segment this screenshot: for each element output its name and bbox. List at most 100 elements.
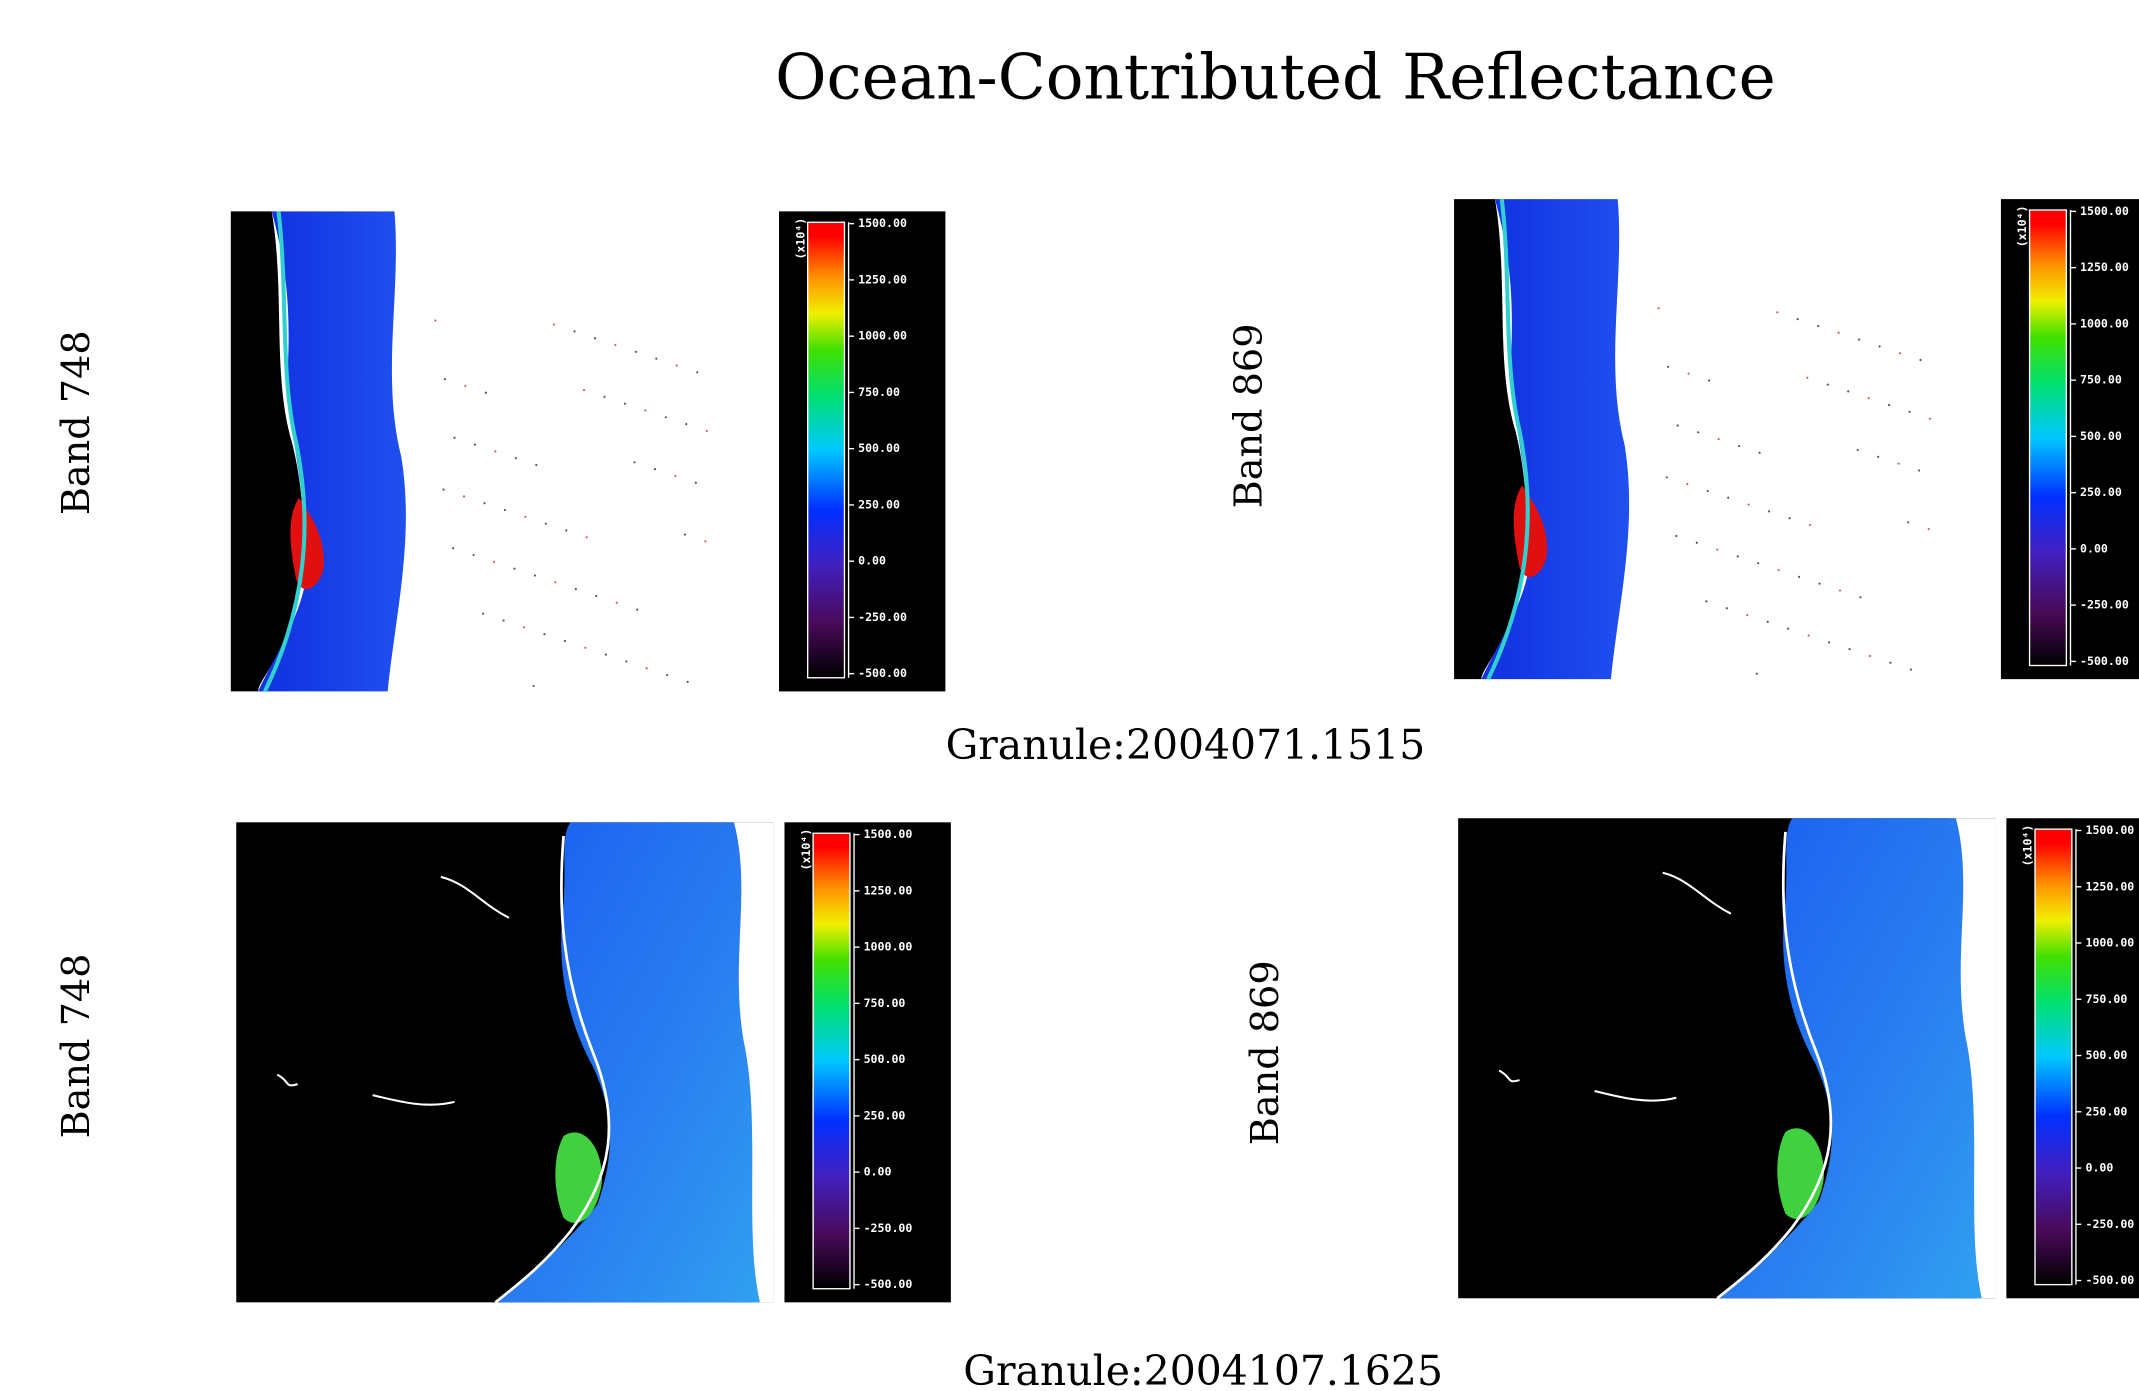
speckle xyxy=(687,681,689,683)
speckle xyxy=(676,364,678,366)
panel-label: Band 748 xyxy=(55,330,99,515)
speckle xyxy=(655,358,657,360)
speckle xyxy=(1675,535,1677,537)
colorbar-tick-label: 0.00 xyxy=(2080,541,2108,555)
speckle xyxy=(674,475,676,477)
speckle xyxy=(1757,562,1759,564)
speckle xyxy=(1838,332,1840,334)
speckle xyxy=(1666,476,1668,478)
speckle xyxy=(1707,490,1709,492)
speckle xyxy=(1767,621,1769,623)
colorbar-tick-label: 0.00 xyxy=(864,1165,892,1179)
speckle xyxy=(545,523,547,525)
speckle xyxy=(513,568,515,570)
colorbar-tick-label: -500.00 xyxy=(858,666,907,680)
speckle xyxy=(1756,673,1758,675)
speckle xyxy=(1758,452,1760,454)
speckle xyxy=(573,330,575,332)
speckle xyxy=(1919,359,1921,361)
speckle xyxy=(1686,483,1688,485)
speckle xyxy=(575,588,577,590)
speckle xyxy=(1737,555,1739,557)
speckle xyxy=(624,403,626,405)
panel-label: Band 748 xyxy=(55,954,99,1139)
speckle xyxy=(1929,418,1931,420)
colorbar-tick-label: 1000.00 xyxy=(2085,936,2134,950)
speckle xyxy=(1818,583,1820,585)
speckle xyxy=(1857,449,1859,451)
speckle xyxy=(543,633,545,635)
colorbar-tick-label: 250.00 xyxy=(2085,1104,2127,1118)
panel: Band 748(x10⁴)1500.001250.001000.00750.0… xyxy=(55,211,945,691)
granule-caption: Granule:2004071.1515 xyxy=(946,721,1426,769)
colorbar-tick-label: -500.00 xyxy=(2080,654,2129,668)
speckle xyxy=(1776,311,1778,313)
speckle xyxy=(636,608,638,610)
colorbar-unit: (x10⁴) xyxy=(2015,205,2029,247)
speckle xyxy=(1869,655,1871,657)
granule-caption: Granule:2004107.1625 xyxy=(963,1347,1443,1391)
speckle xyxy=(564,640,566,642)
speckle xyxy=(696,371,698,373)
speckle xyxy=(1798,576,1800,578)
speckle xyxy=(1899,352,1901,354)
speckle xyxy=(523,626,525,628)
speckle xyxy=(1858,338,1860,340)
speckle xyxy=(684,533,686,535)
speckle xyxy=(502,619,504,621)
speckle xyxy=(633,461,635,463)
speckle xyxy=(1748,503,1750,505)
speckle xyxy=(654,468,656,470)
speckle xyxy=(1667,366,1669,368)
speckle xyxy=(1847,390,1849,392)
colorbar-tick-label: 1500.00 xyxy=(2080,204,2129,218)
colorbar-tick-label: 1000.00 xyxy=(2080,316,2129,330)
colorbar-tick-label: 500.00 xyxy=(2085,1048,2127,1062)
colorbar-unit: (x10⁴) xyxy=(793,218,807,260)
speckle xyxy=(1918,469,1920,471)
speckle xyxy=(1677,424,1679,426)
speckle xyxy=(1738,445,1740,447)
colorbar-unit: (x10⁴) xyxy=(2021,825,2035,867)
speckle xyxy=(1889,662,1891,664)
speckle xyxy=(1908,411,1910,413)
speckle xyxy=(1907,521,1909,523)
speckle xyxy=(635,351,637,353)
panel-label: Band 869 xyxy=(1244,960,1288,1145)
speckle xyxy=(1797,318,1799,320)
speckle xyxy=(594,337,596,339)
speckle xyxy=(1828,641,1830,643)
speckle xyxy=(535,464,537,466)
speckle xyxy=(472,554,474,556)
panel: Band 869(x10⁴)1500.001250.001000.00750.0… xyxy=(1244,818,2139,1298)
speckle xyxy=(534,574,536,576)
speckle xyxy=(1809,524,1811,526)
colorbar: (x10⁴)1500.001250.001000.00750.00500.002… xyxy=(2001,199,2139,679)
colorbar: (x10⁴)1500.001250.001000.00750.00500.002… xyxy=(779,211,945,691)
speckle xyxy=(464,385,466,387)
speckle xyxy=(485,392,487,394)
speckle xyxy=(605,653,607,655)
speckle xyxy=(706,430,708,432)
speckle xyxy=(1768,510,1770,512)
speckle xyxy=(452,547,454,549)
colorbar-tick-label: 500.00 xyxy=(858,441,900,455)
speckle xyxy=(665,416,667,418)
colorbar-tick-label: 0.00 xyxy=(2085,1161,2113,1175)
speckle xyxy=(603,396,605,398)
colorbar-gradient xyxy=(808,222,845,677)
speckle xyxy=(565,529,567,531)
colorbar-tick-label: 1250.00 xyxy=(2080,260,2129,274)
colorbar-tick-label: 1250.00 xyxy=(858,272,907,286)
colorbar-tick-label: 500.00 xyxy=(864,1052,906,1066)
speckle xyxy=(1727,497,1729,499)
speckle xyxy=(1898,463,1900,465)
speckle xyxy=(494,450,496,452)
colorbar-tick-label: 1000.00 xyxy=(858,329,907,343)
colorbar-tick-label: -250.00 xyxy=(864,1221,913,1235)
speckle xyxy=(1806,377,1808,379)
speckle xyxy=(614,344,616,346)
colorbar-tick-label: 1250.00 xyxy=(864,883,913,897)
colorbar-unit: (x10⁴) xyxy=(799,829,813,871)
colorbar-tick-label: -250.00 xyxy=(2080,598,2129,612)
